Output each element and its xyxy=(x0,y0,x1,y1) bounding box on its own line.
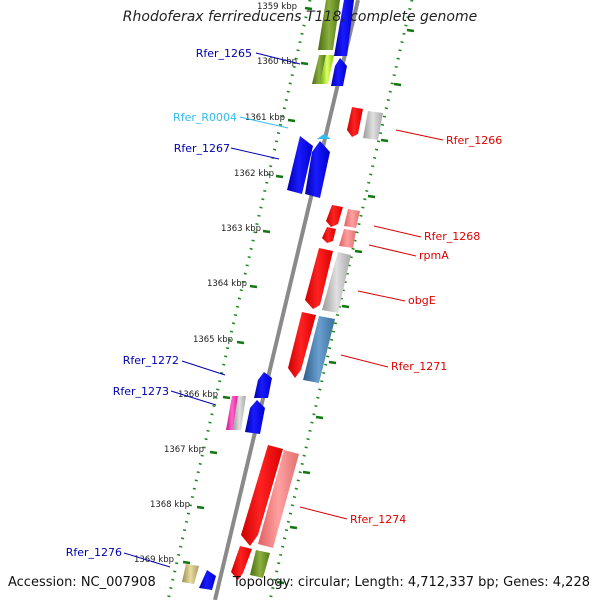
tick-marks xyxy=(182,6,415,585)
label-rfer-1266[interactable]: Rfer_1266 xyxy=(446,134,502,147)
tick-label: 1360 kbp xyxy=(257,57,297,67)
gene-rfer-1276-khaki[interactable] xyxy=(182,564,199,584)
tick-label: 1359 kbp xyxy=(257,2,297,12)
gene-rfer-1268-pink[interactable] xyxy=(344,209,360,228)
topology-text: Topology: circular; Length: 4,712,337 bp… xyxy=(232,575,590,590)
gene-rfer-1271[interactable] xyxy=(303,316,335,383)
gene-olive-top[interactable] xyxy=(318,0,340,50)
gene-rfer-1267-a[interactable] xyxy=(287,136,313,194)
leader-rfer-1265 xyxy=(255,52,301,65)
leader-rfer-1272 xyxy=(181,360,226,376)
gene-rpma[interactable] xyxy=(339,229,356,248)
gene-lime-1265[interactable] xyxy=(320,55,334,84)
gene-olive-bottom[interactable] xyxy=(250,550,270,578)
tick-label: 1367 kbp xyxy=(164,445,204,455)
leader-rfer-1268 xyxy=(373,225,422,238)
leader-rfer-1266 xyxy=(395,129,444,141)
leader-rfer-1271 xyxy=(340,354,389,368)
label-rfer-1274[interactable]: Rfer_1274 xyxy=(350,513,406,526)
label-rfer-r0004[interactable]: Rfer_R0004 xyxy=(173,111,237,124)
gene-rpma-red[interactable] xyxy=(322,227,336,243)
gene-rfer-1272[interactable] xyxy=(254,372,272,398)
tick-label: 1365 kbp xyxy=(193,335,233,345)
leader-rfer-1273 xyxy=(170,390,217,406)
leader-obge xyxy=(357,290,406,302)
gene-rfer-1273-gray[interactable] xyxy=(233,396,246,430)
gene-rfer-1266-gray[interactable] xyxy=(363,111,383,140)
leader-rfer-1276 xyxy=(123,552,171,568)
label-rfer-1267[interactable]: Rfer_1267 xyxy=(174,142,230,155)
tick-label: 1362 kbp xyxy=(234,169,274,179)
leader-rfer-1267 xyxy=(230,147,280,160)
tick-label: 1364 kbp xyxy=(207,279,247,289)
label-obge[interactable]: obgE xyxy=(408,294,436,307)
tick-label: 1361 kbp xyxy=(245,113,285,123)
gene-obge[interactable] xyxy=(322,252,351,313)
map-title: Rhodoferax ferrireducens T118, complete … xyxy=(122,9,478,25)
gene-rfer-1273[interactable] xyxy=(245,400,265,434)
label-rfer-1265[interactable]: Rfer_1265 xyxy=(196,47,252,60)
leader-rpma xyxy=(368,244,417,257)
gene-rfer-1267-b[interactable] xyxy=(305,141,330,198)
gene-red-bottom[interactable] xyxy=(231,546,252,580)
gene-rfer-1266[interactable] xyxy=(347,107,363,137)
label-rfer-1271[interactable]: Rfer_1271 xyxy=(391,360,447,373)
label-rfer-1273[interactable]: Rfer_1273 xyxy=(113,385,169,398)
tick-label: 1368 kbp xyxy=(150,500,190,510)
label-rpma[interactable]: rpmA xyxy=(419,249,449,262)
label-rfer-1276[interactable]: Rfer_1276 xyxy=(66,546,122,559)
gene-rfer-1271-red[interactable] xyxy=(288,312,316,378)
outer-right-ring xyxy=(268,0,414,600)
gene-rfer-1265[interactable] xyxy=(331,58,347,86)
gene-rfer-1273-magenta[interactable] xyxy=(226,396,238,430)
gene-rfer-1268-red[interactable] xyxy=(326,205,343,227)
gene-rfer-1274-red[interactable] xyxy=(241,445,283,546)
genome-backbone xyxy=(213,0,360,600)
outer-left-ring xyxy=(166,0,312,600)
accession-text: Accession: NC_007908 xyxy=(8,575,156,590)
gene-rfer-1276[interactable] xyxy=(199,570,216,590)
gene-obge-red[interactable] xyxy=(305,248,333,309)
tick-label: 1363 kbp xyxy=(221,224,261,234)
gene-rfer-r0004[interactable] xyxy=(317,134,331,139)
tick-label: 1366 kbp xyxy=(178,390,218,400)
label-rfer-1272[interactable]: Rfer_1272 xyxy=(123,354,179,367)
label-rfer-1268[interactable]: Rfer_1268 xyxy=(424,230,480,243)
leader-rfer-1274 xyxy=(299,506,348,520)
tick-label: 1369 kbp xyxy=(134,555,174,565)
gene-blue-top[interactable] xyxy=(334,0,354,56)
gene-rfer-1274[interactable] xyxy=(258,450,299,548)
leader-rfer-r0004 xyxy=(239,116,289,129)
gene-olive-1265[interactable] xyxy=(312,55,326,84)
